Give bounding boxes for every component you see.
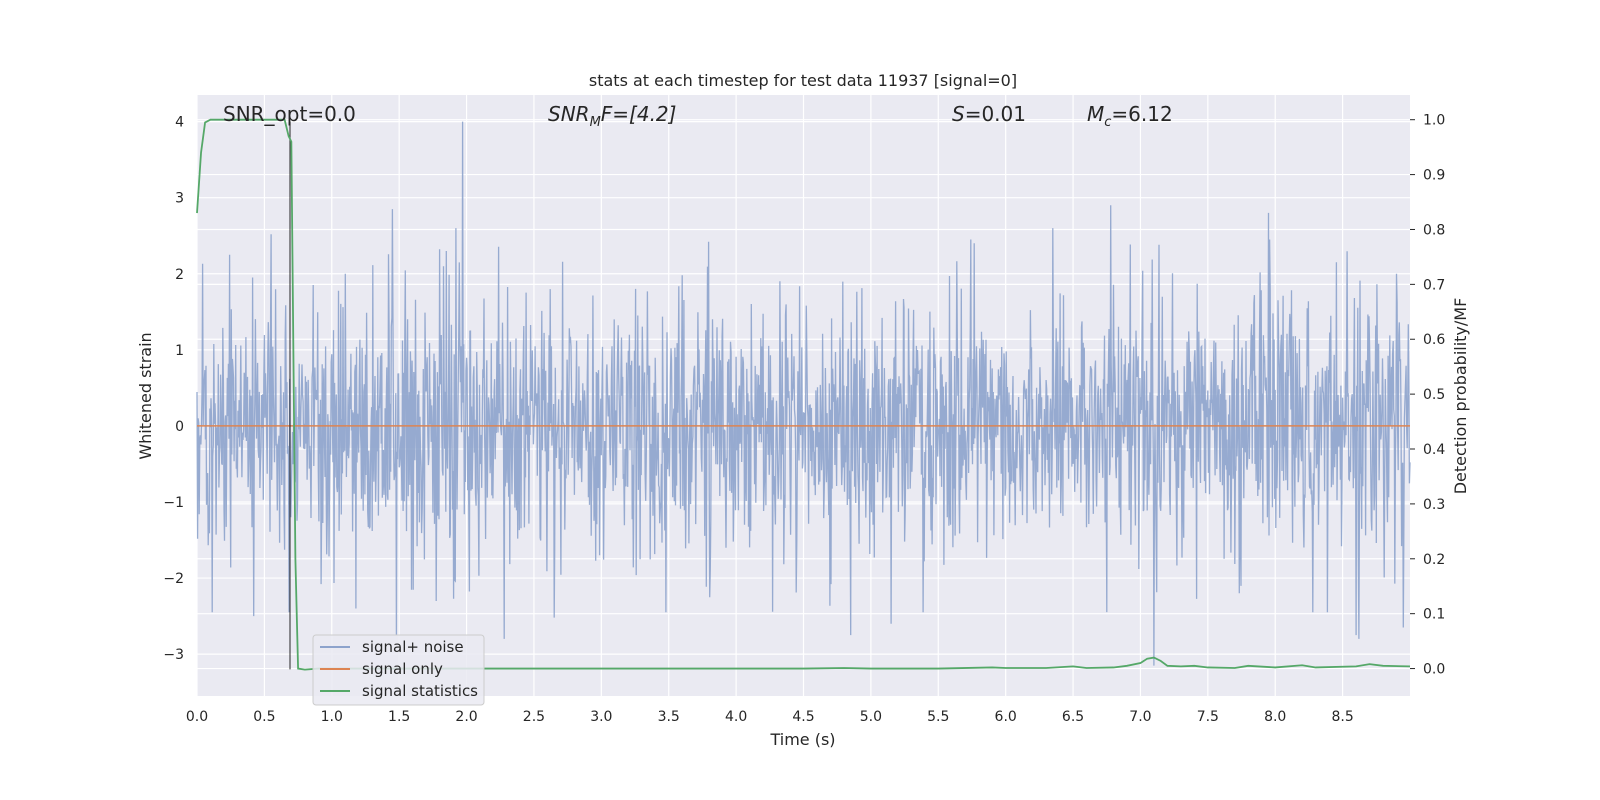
annotation-snr-mf: SNRMF=[4.2] <box>548 102 676 130</box>
legend: signal+ noise signal only signal statist… <box>312 634 485 706</box>
x-tick-label: 6.0 <box>995 709 1017 725</box>
legend-label-signal-only: signal only <box>362 660 443 678</box>
x-tick-label: 2.0 <box>455 709 477 725</box>
x-tick-label: 7.0 <box>1129 709 1151 725</box>
y-right-tick-label: 0.2 <box>1423 552 1445 568</box>
legend-label-signal-noise: signal+ noise <box>362 638 464 656</box>
y-tick-label: 3 <box>175 191 184 207</box>
x-tick-label: 0.0 <box>186 709 208 725</box>
x-tick-label: 4.5 <box>792 709 814 725</box>
chart-title: stats at each timestep for test data 119… <box>589 71 1017 90</box>
axes: 0.0 0.5 1.0 1.5 2.0 2.5 3.0 3.5 4.0 4.5 5.0 5.5 6.0 6… <box>163 113 1445 725</box>
y-right-tick-label: 0.8 <box>1423 222 1445 238</box>
y-right-tick-label: 1.0 <box>1423 113 1445 129</box>
series-lines <box>196 118 1411 671</box>
y-tick-label: −2 <box>163 571 184 587</box>
x-tick-label: 8.0 <box>1264 709 1286 725</box>
x-tick-label: 7.5 <box>1197 709 1219 725</box>
y-tick-label: 0 <box>175 419 184 435</box>
y-right-tick-label: 0.4 <box>1423 442 1445 458</box>
x-tick-label: 8.5 <box>1331 709 1353 725</box>
y-tick-label: 1 <box>175 343 184 359</box>
y-tick-label: −3 <box>163 647 184 663</box>
x-tick-label: 2.5 <box>523 709 545 725</box>
x-tick-label: 3.0 <box>590 709 612 725</box>
x-tick-label: 6.5 <box>1062 709 1084 725</box>
y-axis-label: Whitened strain <box>136 332 155 459</box>
x-tick-label: 4.0 <box>725 709 747 725</box>
y-tick-label: 2 <box>175 267 184 283</box>
noise-line <box>196 121 1411 666</box>
signal-statistics-line <box>196 118 1411 671</box>
x-tick-label: 0.5 <box>253 709 275 725</box>
annotation-snr-opt: SNR_opt=0.0 <box>223 102 356 126</box>
y-right-tick-label: 0.3 <box>1423 497 1445 513</box>
series-signal-noise <box>196 121 1411 666</box>
y-right-tick-label: 0.9 <box>1423 168 1445 184</box>
y-right-tick-label: 0.6 <box>1423 332 1445 348</box>
y-right-tick-label: 0.0 <box>1423 662 1445 678</box>
y-right-tick-label: 0.7 <box>1423 277 1445 293</box>
x-tick-label: 1.5 <box>388 709 410 725</box>
y-axis-right-label: Detection probability/MF <box>1451 298 1470 495</box>
y-right-tick-label: 0.5 <box>1423 387 1445 403</box>
x-tick-label: 1.0 <box>321 709 343 725</box>
y-tick-label: 4 <box>175 115 184 131</box>
x-tick-label: 5.5 <box>927 709 949 725</box>
annotation-s: S=0.01 <box>952 102 1026 126</box>
legend-box <box>312 634 485 706</box>
y-right-tick-label: 0.1 <box>1423 607 1445 623</box>
y-tick-label: −1 <box>163 495 184 511</box>
legend-label-signal-statistics: signal statistics <box>362 682 478 700</box>
annotation-mc: Mc=6.12 <box>1087 102 1173 130</box>
x-axis-label: Time (s) <box>769 730 835 749</box>
x-tick-label: 5.0 <box>860 709 882 725</box>
x-tick-label: 3.5 <box>658 709 680 725</box>
